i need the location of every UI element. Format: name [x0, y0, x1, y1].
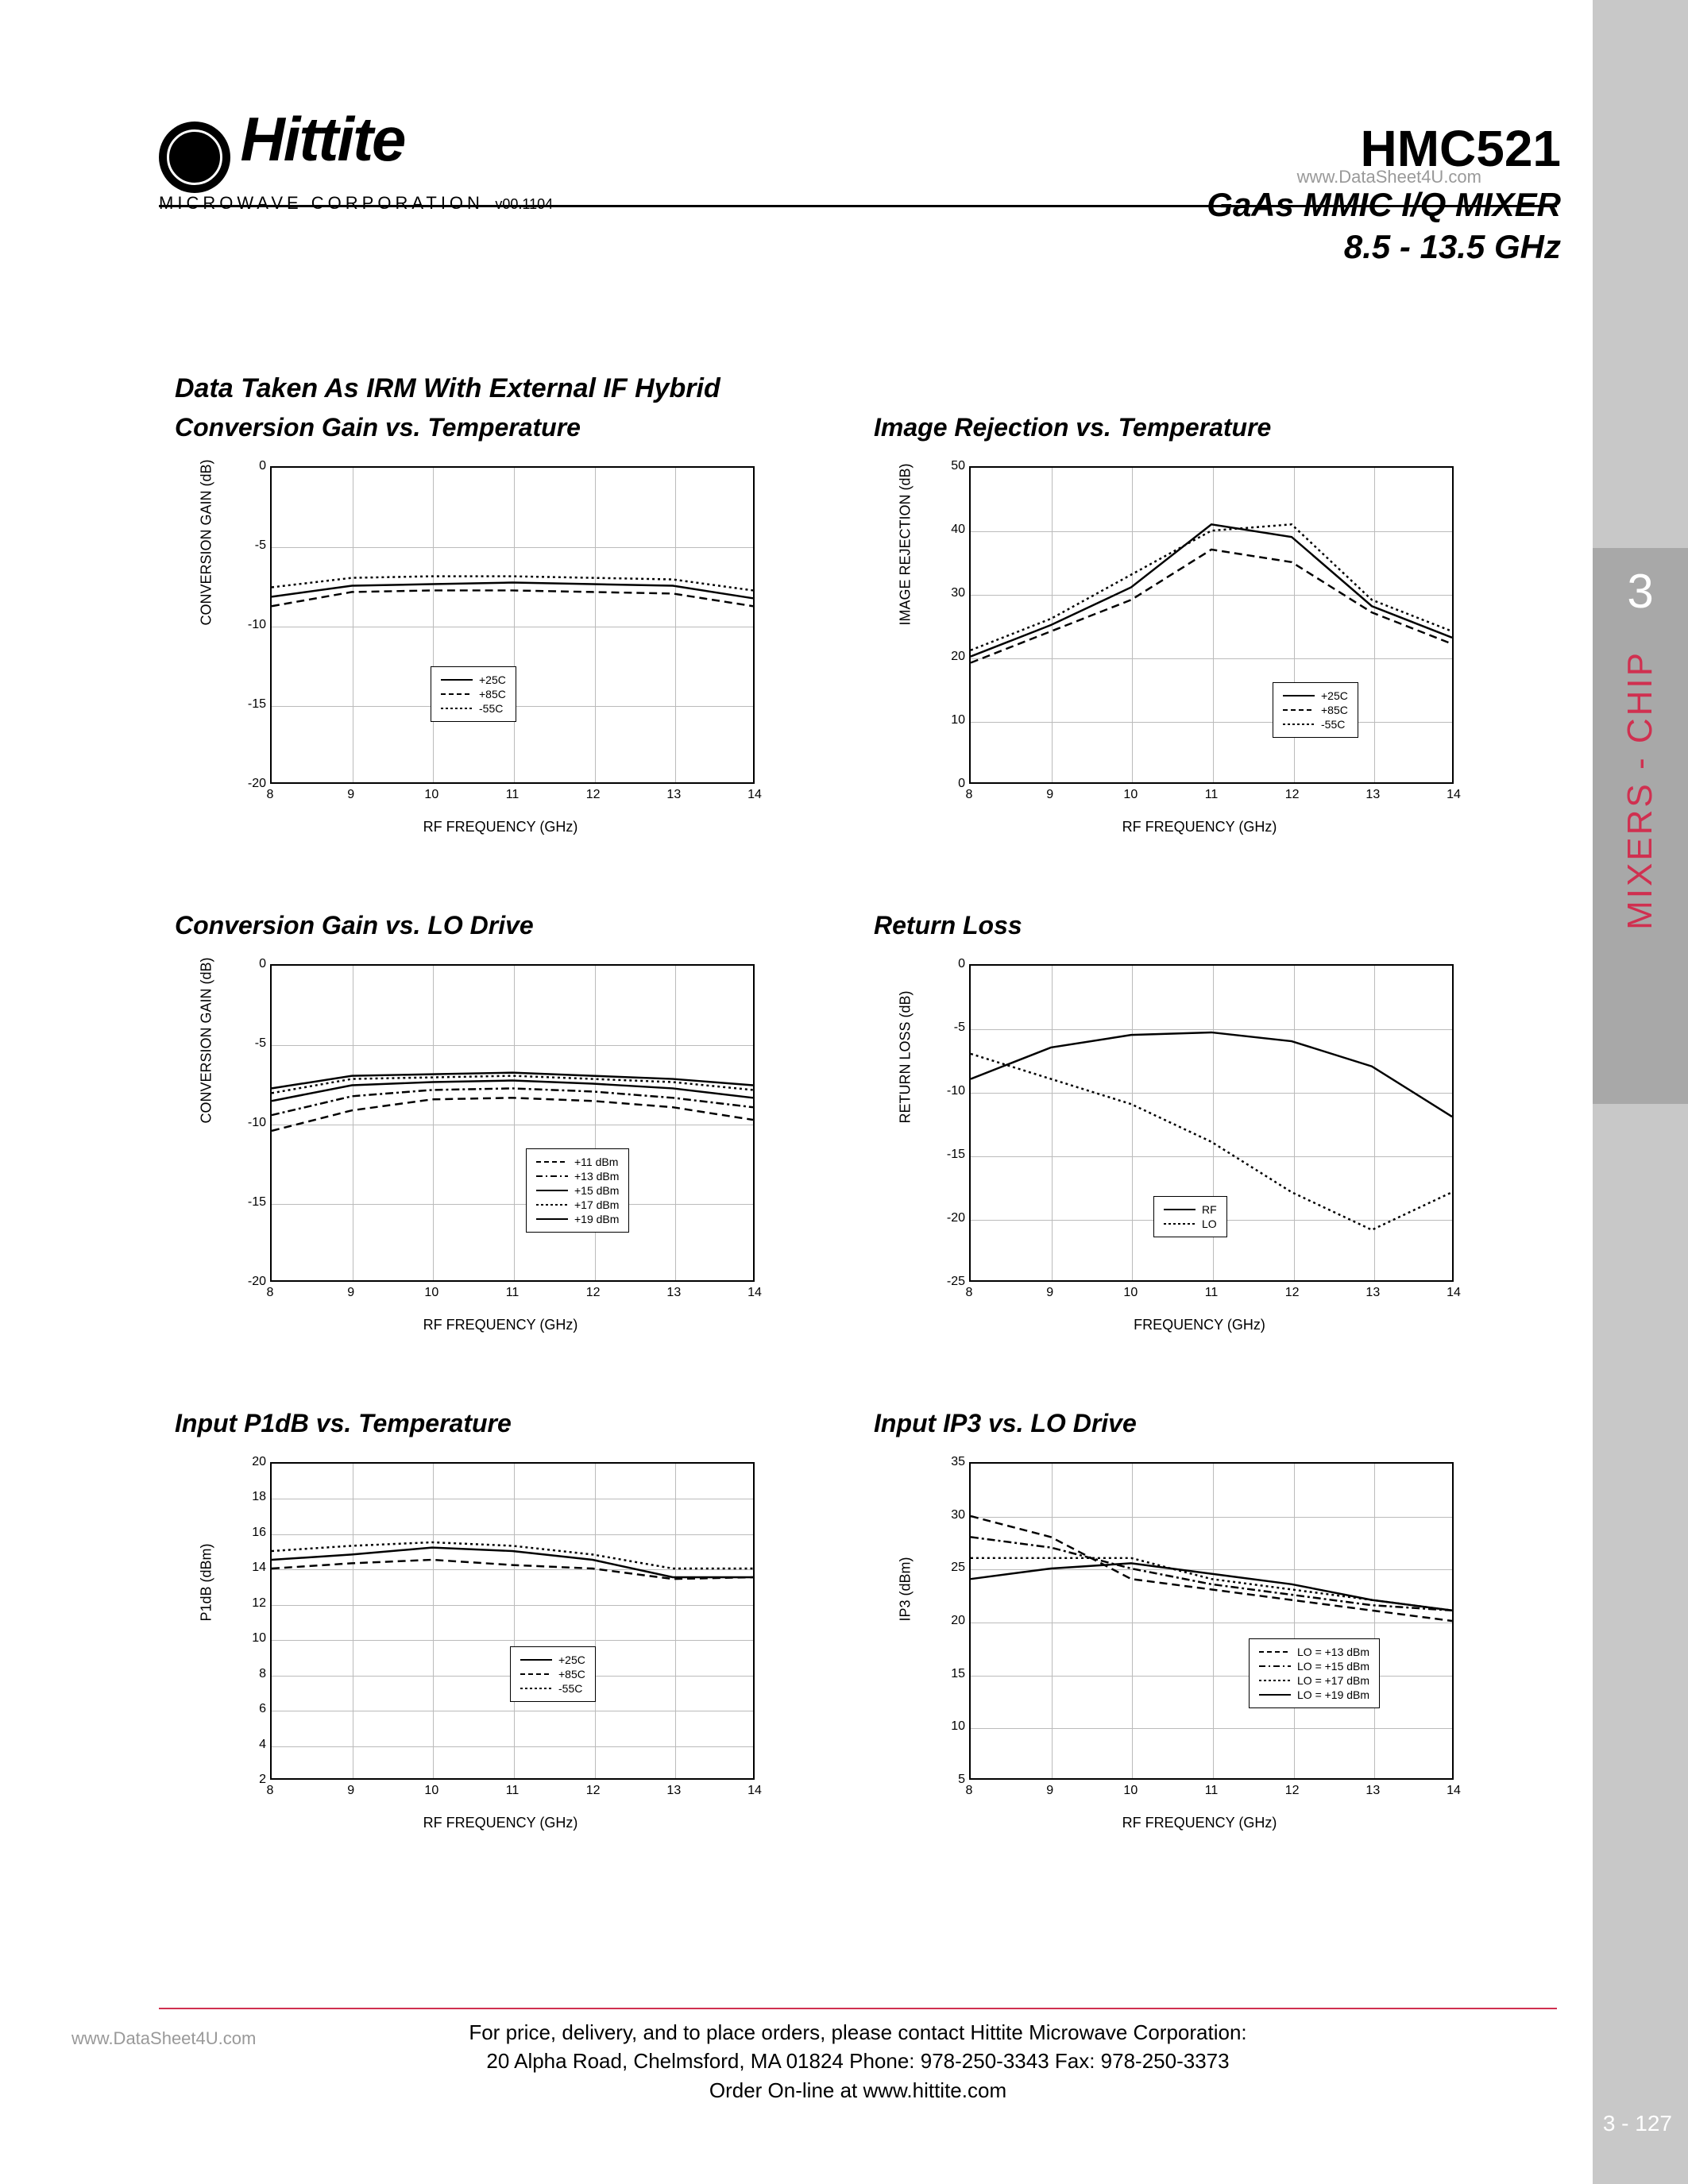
legend-label: +85C [479, 688, 506, 700]
legend-label: +25C [479, 673, 506, 686]
chart-plot: IP3 (dBm)5101520253035LO = +13 dBmLO = +… [914, 1454, 1485, 1843]
plot-area: LO = +13 dBm LO = +15 dBmLO = +17 dBmLO =… [969, 1462, 1454, 1780]
legend-label: -55C [558, 1682, 582, 1695]
part-description: GaAs MMIC I/Q MIXER [1207, 186, 1561, 224]
chart-title: Image Rejection vs. Temperature [874, 413, 1477, 442]
title-block: HMC521 GaAs MMIC I/Q MIXER 8.5 - 13.5 GH… [1207, 119, 1561, 266]
section-number: 3 [1627, 564, 1653, 619]
chart-title: Input IP3 vs. LO Drive [874, 1409, 1477, 1438]
legend-label: +19 dBm [574, 1213, 619, 1225]
x-axis-label: RF FREQUENCY (GHz) [214, 1317, 786, 1333]
watermark-top: www.DataSheet4U.com [1297, 167, 1481, 187]
y-axis-label: RETURN LOSS (dB) [898, 990, 914, 1123]
charts-grid: Conversion Gain vs. Temperature CONVERSIO… [175, 413, 1541, 1907]
chart-legend: RFLO [1153, 1196, 1227, 1237]
y-axis-label: CONVERSION GAIN (dB) [199, 957, 215, 1123]
x-axis-label: FREQUENCY (GHz) [914, 1317, 1485, 1333]
chart: Conversion Gain vs. Temperature CONVERSIO… [175, 413, 778, 847]
plot-area: +25C +85C -55C [270, 1462, 755, 1780]
y-axis-label: P1dB (dBm) [199, 1543, 215, 1621]
logo: Hittite MICROWAVE CORPORATION v00.1104 [159, 103, 553, 214]
chart-title: Conversion Gain vs. Temperature [175, 413, 778, 442]
legend-label: LO [1202, 1217, 1217, 1230]
legend-label: RF [1202, 1203, 1217, 1216]
plot-area: +25C +85C -55C [969, 466, 1454, 784]
plot-area: +25C +85C -55C [270, 466, 755, 784]
legend-label: LO = +19 dBm [1297, 1688, 1369, 1701]
y-axis-label: CONVERSION GAIN (dB) [199, 459, 215, 625]
legend-label: +13 dBm [574, 1170, 619, 1183]
chart-title: Conversion Gain vs. LO Drive [175, 911, 778, 940]
footer-line: 20 Alpha Road, Chelmsford, MA 01824 Phon… [159, 2047, 1557, 2075]
x-axis-label: RF FREQUENCY (GHz) [914, 1815, 1485, 1831]
part-frequency: 8.5 - 13.5 GHz [1207, 228, 1561, 266]
chart-legend: +11 dBm +13 dBm+15 dBm+17 dBm +19 dBm [526, 1148, 629, 1233]
chart-plot: P1dB (dBm)2468101214161820+25C+85C-55C89… [214, 1454, 786, 1843]
legend-label: +85C [1321, 704, 1348, 716]
legend-label: +15 dBm [574, 1184, 619, 1197]
legend-label: -55C [479, 702, 503, 715]
chart-plot: RETURN LOSS (dB)-25-20-15-10-50RFLO89101… [914, 956, 1485, 1345]
footer-line: Order On-line at www.hittite.com [159, 2076, 1557, 2105]
plot-area: RFLO [969, 964, 1454, 1282]
legend-label: +11 dBm [574, 1156, 618, 1168]
legend-label: +85C [558, 1668, 585, 1680]
x-axis-label: RF FREQUENCY (GHz) [214, 1815, 786, 1831]
y-axis-label: IMAGE REJECTION (dB) [898, 463, 914, 625]
chart-title: Input P1dB vs. Temperature [175, 1409, 778, 1438]
legend-label: +17 dBm [574, 1198, 619, 1211]
brand-subtitle: MICROWAVE CORPORATION [159, 193, 484, 213]
chart: Image Rejection vs. Temperature IMAGE REJ… [874, 413, 1477, 847]
chart-legend: +25C +85C -55C [431, 666, 516, 722]
legend-label: LO = +17 dBm [1297, 1674, 1369, 1687]
chart: Input IP3 vs. LO DriveIP3 (dBm)510152025… [874, 1409, 1477, 1843]
y-axis-label: IP3 (dBm) [898, 1557, 914, 1621]
x-axis-label: RF FREQUENCY (GHz) [214, 819, 786, 835]
chart: Conversion Gain vs. LO Drive CONVERSION G… [175, 911, 778, 1345]
x-axis-label: RF FREQUENCY (GHz) [914, 819, 1485, 835]
sidebar-tab: 3 MIXERS - CHIP [1593, 548, 1688, 1104]
sidebar: 3 MIXERS - CHIP 3 - 127 [1593, 0, 1688, 2184]
legend-label: LO = +15 dBm [1297, 1660, 1369, 1673]
footer-line: For price, delivery, and to place orders… [159, 2018, 1557, 2047]
legend-label: LO = +13 dBm [1297, 1646, 1369, 1658]
chart-plot: CONVERSION GAIN (dB)-20-15-10-50+25C+85C… [214, 458, 786, 847]
chart-title: Return Loss [874, 911, 1477, 940]
brand-name: Hittite [240, 104, 404, 174]
page: 3 MIXERS - CHIP 3 - 127 Hittite MICROWAV… [0, 0, 1688, 2184]
chart: Return LossRETURN LOSS (dB)-25-20-15-10-… [874, 911, 1477, 1345]
legend-label: +25C [1321, 689, 1348, 702]
watermark-bottom: www.DataSheet4U.com [71, 2028, 256, 2049]
chart-legend: LO = +13 dBm LO = +15 dBmLO = +17 dBmLO =… [1249, 1638, 1380, 1708]
legend-label: +25C [558, 1653, 585, 1666]
chart-plot: CONVERSION GAIN (dB)-20-15-10-50+11 dBm+… [214, 956, 786, 1345]
footer: For price, delivery, and to place orders… [159, 2018, 1557, 2105]
plot-area: +11 dBm +13 dBm+15 dBm+17 dBm +19 dBm [270, 964, 755, 1282]
logo-icon [159, 122, 230, 193]
chart: Input P1dB vs. TemperatureP1dB (dBm)2468… [175, 1409, 778, 1843]
legend-label: -55C [1321, 718, 1345, 731]
chart-legend: +25C +85C -55C [1273, 682, 1358, 738]
section-label: MIXERS - CHIP [1620, 650, 1660, 930]
chart-plot: IMAGE REJECTION (dB)01020304050+25C+85C-… [914, 458, 1485, 847]
footer-rule [159, 2008, 1557, 2009]
section-title: Data Taken As IRM With External IF Hybri… [175, 373, 720, 404]
chart-legend: +25C +85C -55C [510, 1646, 596, 1702]
page-number: 3 - 127 [1603, 2111, 1672, 2136]
